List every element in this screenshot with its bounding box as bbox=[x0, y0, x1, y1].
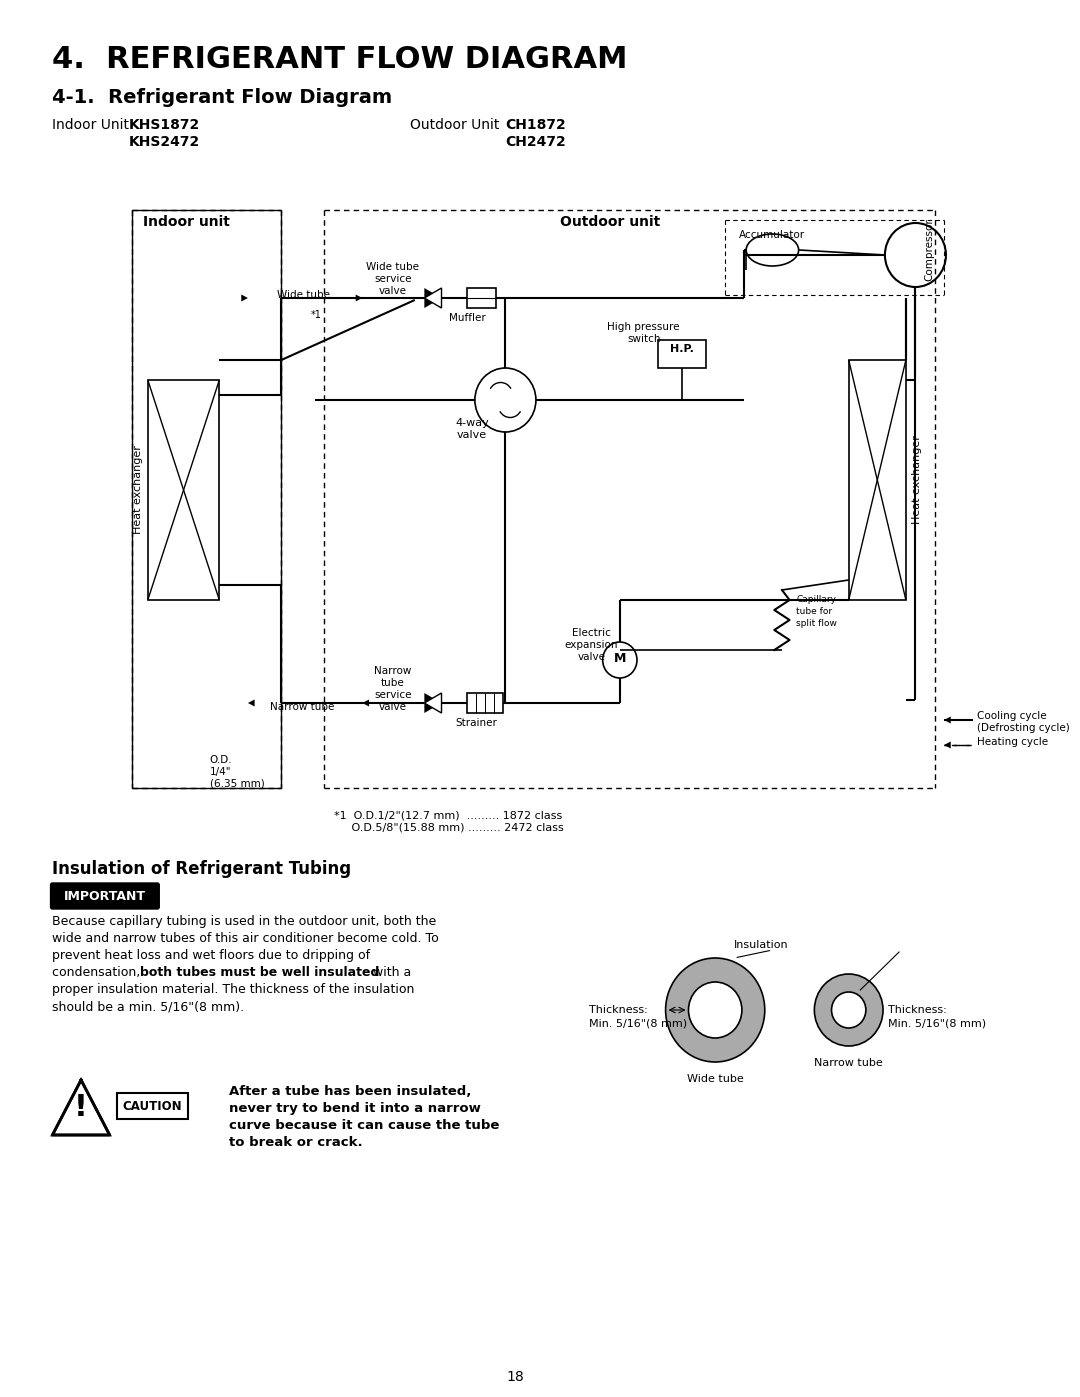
Text: to break or crack.: to break or crack. bbox=[229, 1136, 363, 1148]
Text: split flow: split flow bbox=[796, 619, 837, 629]
Text: Outdoor Unit: Outdoor Unit bbox=[410, 117, 499, 131]
Text: with a: with a bbox=[368, 965, 410, 979]
Text: Min. 5/16"(8 mm): Min. 5/16"(8 mm) bbox=[590, 1018, 688, 1030]
Text: *1  O.D.1/2"(12.7 mm)  ......... 1872 class: *1 O.D.1/2"(12.7 mm) ......... 1872 clas… bbox=[334, 810, 562, 820]
Text: O.D.5/8"(15.88 mm) ......... 2472 class: O.D.5/8"(15.88 mm) ......... 2472 class bbox=[334, 823, 564, 833]
Text: O.D.: O.D. bbox=[210, 754, 232, 766]
Polygon shape bbox=[241, 295, 248, 302]
Polygon shape bbox=[424, 693, 442, 712]
Text: (6.35 mm): (6.35 mm) bbox=[210, 780, 265, 789]
Text: Wide tube: Wide tube bbox=[366, 263, 419, 272]
Text: Compressor: Compressor bbox=[924, 218, 935, 281]
Text: (Defrosting cycle): (Defrosting cycle) bbox=[977, 724, 1070, 733]
Text: Cooling cycle: Cooling cycle bbox=[977, 711, 1047, 721]
Text: IMPORTANT: IMPORTANT bbox=[64, 890, 146, 904]
Text: M: M bbox=[613, 651, 626, 665]
Text: H.P.: H.P. bbox=[670, 344, 693, 353]
Text: Narrow tube: Narrow tube bbox=[814, 1058, 883, 1067]
Text: valve: valve bbox=[379, 286, 407, 296]
Text: Heat exchanger: Heat exchanger bbox=[133, 446, 144, 535]
Text: expansion: expansion bbox=[565, 640, 618, 650]
Text: Min. 5/16"(8 mm): Min. 5/16"(8 mm) bbox=[888, 1018, 986, 1030]
Text: Narrow: Narrow bbox=[374, 666, 411, 676]
Text: Wide tube: Wide tube bbox=[687, 1074, 743, 1084]
Text: proper insulation material. The thickness of the insulation: proper insulation material. The thicknes… bbox=[53, 983, 415, 996]
Text: !: ! bbox=[75, 1092, 87, 1122]
Text: High pressure: High pressure bbox=[607, 321, 680, 332]
Text: condensation,: condensation, bbox=[53, 965, 145, 979]
Text: CAUTION: CAUTION bbox=[123, 1101, 183, 1113]
Text: Narrow tube: Narrow tube bbox=[270, 703, 335, 712]
Polygon shape bbox=[944, 742, 950, 749]
Bar bbox=[468, 693, 503, 712]
Text: service: service bbox=[374, 690, 411, 700]
FancyBboxPatch shape bbox=[51, 883, 159, 909]
Bar bbox=[132, 210, 281, 788]
Bar bbox=[148, 380, 219, 599]
Text: 4.  REFRIGERANT FLOW DIAGRAM: 4. REFRIGERANT FLOW DIAGRAM bbox=[53, 45, 627, 74]
Text: curve because it can cause the tube: curve because it can cause the tube bbox=[229, 1119, 499, 1132]
Circle shape bbox=[688, 982, 742, 1038]
Text: Thickness:: Thickness: bbox=[590, 1004, 648, 1016]
Polygon shape bbox=[248, 700, 255, 707]
Text: Outdoor unit: Outdoor unit bbox=[561, 215, 661, 229]
Text: CH1872: CH1872 bbox=[505, 117, 566, 131]
Text: Capillary: Capillary bbox=[796, 595, 836, 604]
Text: Indoor unit: Indoor unit bbox=[143, 215, 229, 229]
Polygon shape bbox=[363, 700, 369, 707]
FancyBboxPatch shape bbox=[118, 1092, 188, 1119]
Text: valve: valve bbox=[577, 652, 605, 662]
Text: switch: switch bbox=[626, 334, 661, 344]
Text: tube for: tube for bbox=[796, 608, 833, 616]
Polygon shape bbox=[355, 295, 363, 302]
Text: Thickness:: Thickness: bbox=[888, 1004, 946, 1016]
Text: 18: 18 bbox=[507, 1370, 524, 1384]
Text: Insulation: Insulation bbox=[734, 940, 788, 950]
Bar bbox=[658, 339, 705, 367]
Text: *1: *1 bbox=[311, 310, 322, 320]
Text: Indoor Unit: Indoor Unit bbox=[53, 117, 130, 131]
Text: wide and narrow tubes of this air conditioner become cold. To: wide and narrow tubes of this air condit… bbox=[53, 932, 440, 944]
Text: Muffler: Muffler bbox=[449, 313, 486, 323]
Bar bbox=[849, 360, 906, 599]
Text: KHS1872: KHS1872 bbox=[129, 117, 200, 131]
Text: CH2472: CH2472 bbox=[505, 136, 566, 149]
Text: KHS2472: KHS2472 bbox=[129, 136, 200, 149]
Text: Because capillary tubing is used in the outdoor unit, both the: Because capillary tubing is used in the … bbox=[53, 915, 436, 928]
Text: Accumulator: Accumulator bbox=[740, 231, 806, 240]
Text: valve: valve bbox=[457, 430, 487, 440]
Text: Heat exchanger: Heat exchanger bbox=[913, 436, 922, 524]
Text: 4-way: 4-way bbox=[455, 418, 489, 427]
Circle shape bbox=[814, 974, 883, 1046]
Text: both tubes must be well insulated: both tubes must be well insulated bbox=[140, 965, 380, 979]
Text: 4-1.  Refrigerant Flow Diagram: 4-1. Refrigerant Flow Diagram bbox=[53, 88, 392, 108]
Circle shape bbox=[832, 992, 866, 1028]
Text: Insulation of Refrigerant Tubing: Insulation of Refrigerant Tubing bbox=[53, 861, 352, 877]
Text: Strainer: Strainer bbox=[456, 718, 498, 728]
Polygon shape bbox=[424, 288, 442, 307]
Polygon shape bbox=[424, 288, 442, 307]
Text: valve: valve bbox=[379, 703, 407, 712]
Bar bbox=[468, 288, 496, 307]
Polygon shape bbox=[944, 717, 950, 724]
Text: service: service bbox=[374, 274, 411, 284]
Text: 1/4": 1/4" bbox=[210, 767, 231, 777]
Circle shape bbox=[665, 958, 765, 1062]
Text: Wide tube: Wide tube bbox=[276, 291, 329, 300]
Text: After a tube has been insulated,: After a tube has been insulated, bbox=[229, 1085, 471, 1098]
Text: Electric: Electric bbox=[571, 629, 610, 638]
Text: Heating cycle: Heating cycle bbox=[977, 738, 1049, 747]
Text: should be a min. 5/16"(8 mm).: should be a min. 5/16"(8 mm). bbox=[53, 1000, 244, 1013]
Text: never try to bend it into a narrow: never try to bend it into a narrow bbox=[229, 1102, 481, 1115]
Text: tube: tube bbox=[381, 678, 405, 687]
Text: prevent heat loss and wet floors due to dripping of: prevent heat loss and wet floors due to … bbox=[53, 949, 370, 963]
Polygon shape bbox=[424, 693, 442, 712]
